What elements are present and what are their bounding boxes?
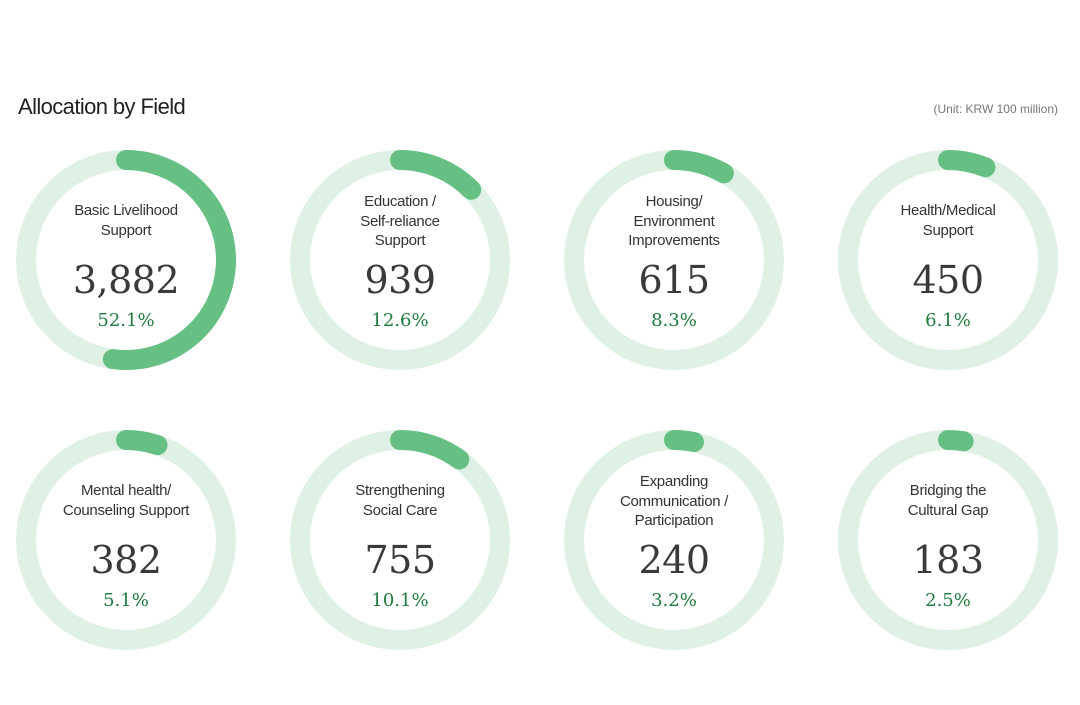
- donut-percent: 3.2%: [651, 590, 697, 611]
- donut-svg: [16, 430, 236, 650]
- donut-label-line: Cultural Gap: [907, 501, 989, 519]
- donut-label-line: Education /: [364, 193, 436, 210]
- donut-label-line: Strengthening: [355, 482, 445, 499]
- donut-percent: 10.1%: [371, 590, 429, 611]
- donut-label-line: Support: [374, 232, 426, 249]
- donut-label-line: Improvements: [628, 232, 720, 249]
- donut-card: Mental health/Counseling Support 382 5.1%: [15, 429, 237, 651]
- donut-label: Basic Livelihood Support: [35, 201, 217, 240]
- donut-card: Expanding Communication / Participation 240…: [563, 429, 785, 651]
- donut-label-line: Health/Medical: [900, 202, 996, 219]
- donut-progress-arc: [390, 430, 470, 470]
- donut-label-line: Support: [922, 221, 974, 239]
- donut-value: 382: [90, 538, 162, 582]
- unit-note: (Unit: KRW 100 million): [933, 102, 1058, 116]
- donut-progress-arc: [938, 150, 996, 178]
- donut-percent: 8.3%: [651, 310, 697, 331]
- donut-value: 3,882: [72, 258, 180, 302]
- donut-svg: [838, 430, 1058, 650]
- donut-label: Housing/Environment Improvements: [583, 192, 765, 251]
- donut-svg: [564, 150, 784, 370]
- donut-label-line: Social Care: [362, 501, 438, 519]
- donut-label-line: Communication /: [619, 492, 729, 510]
- donut-label-line: Self-reliance: [360, 212, 440, 230]
- donut-label: Strengthening Social Care: [309, 481, 491, 520]
- donut-progress-arc: [938, 430, 974, 452]
- donut-percent: 52.1%: [97, 310, 155, 331]
- donut-progress-arc: [102, 150, 236, 370]
- donut-label-line: Support: [100, 221, 152, 239]
- chart-title: Allocation by Field: [18, 94, 186, 119]
- donut-progress-arc: [664, 150, 734, 184]
- donut-value: 450: [912, 258, 984, 302]
- donut-svg: [16, 150, 236, 370]
- donut-label: Education / Self-reliance Support: [309, 192, 491, 251]
- donut-percent: 2.5%: [925, 590, 971, 611]
- donut-card: Education / Self-reliance Support 939 12.6%: [289, 149, 511, 371]
- donut-value: 755: [364, 538, 436, 582]
- donut-label: Bridging the Cultural Gap: [857, 481, 1039, 520]
- donut-label-line: Basic Livelihood: [74, 202, 178, 219]
- donut-value: 240: [638, 538, 710, 582]
- donut-value: 939: [364, 258, 436, 302]
- donut-progress-arc: [664, 429, 704, 453]
- donut-card: Strengthening Social Care 755 10.1%: [289, 429, 511, 651]
- donut-value: 183: [912, 538, 984, 582]
- donut-label-line: Counseling Support: [62, 501, 190, 519]
- donut-svg: [290, 150, 510, 370]
- donut-progress-arc: [390, 150, 482, 200]
- donut-percent: 12.6%: [371, 310, 429, 331]
- donut-card: Basic Livelihood Support 3,882 52.1%: [15, 149, 237, 371]
- donut-card: Health/Medical Support 450 6.1%: [837, 149, 1059, 371]
- donut-label-line: Bridging the: [909, 482, 987, 499]
- donut-label-line: Housing/: [645, 193, 703, 210]
- donut-svg: [564, 429, 784, 650]
- donut-percent: 6.1%: [925, 310, 971, 331]
- donut-progress-arc: [116, 430, 168, 456]
- donut-svg: [838, 150, 1058, 370]
- donut-label: Expanding Communication / Participation: [583, 472, 765, 531]
- donut-label-line: Participation: [634, 512, 714, 529]
- donut-label-line: Mental health/: [80, 482, 172, 499]
- donut-label: Mental health/Counseling Support: [35, 481, 217, 520]
- donut-label-line: Environment: [633, 212, 715, 230]
- donut-label-line: Expanding: [639, 473, 709, 490]
- donut-card: Bridging the Cultural Gap 183 2.5%: [837, 429, 1059, 651]
- donut-card: Housing/Environment Improvements 615 8.3%: [563, 149, 785, 371]
- donut-label: Health/Medical Support: [857, 201, 1039, 240]
- donut-svg: [290, 430, 510, 650]
- donut-value: 615: [638, 258, 710, 302]
- donut-percent: 5.1%: [103, 590, 149, 611]
